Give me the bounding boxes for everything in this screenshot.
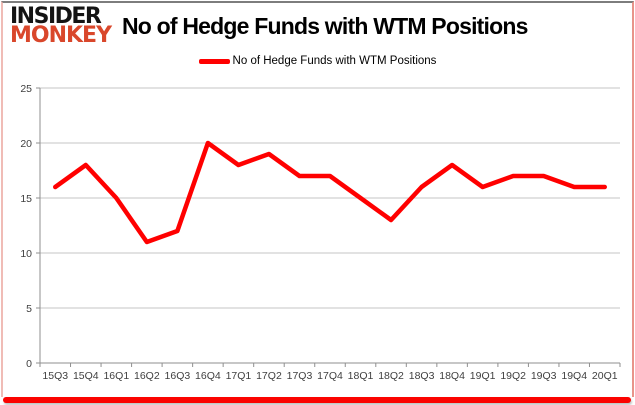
x-tick-label: 17Q2 [256, 370, 282, 382]
x-tick-label: 15Q4 [73, 370, 99, 382]
x-tick-label: 18Q3 [409, 370, 435, 382]
chart-title: No of Hedge Funds with WTM Positions [122, 13, 528, 39]
y-tick-label: 0 [26, 358, 32, 370]
x-tick-label: 18Q1 [348, 370, 374, 382]
x-tick-label: 16Q3 [165, 370, 191, 382]
y-tick-label: 25 [20, 83, 32, 95]
x-tick-label: 16Q2 [134, 370, 160, 382]
x-tick-label: 16Q4 [195, 370, 221, 382]
series-line [53, 140, 607, 245]
legend-line-marker [198, 58, 230, 64]
x-tick-label: 20Q1 [592, 370, 618, 382]
insider-monkey-logo: INSIDER MONKEY [10, 4, 112, 49]
y-tick-label: 15 [20, 193, 32, 205]
y-tick-label: 10 [20, 248, 32, 260]
line-chart: 0 5 10 15 20 25 15Q3 15Q4 16Q1 16Q2 16Q3 16Q4 17Q1 17… [20, 83, 621, 382]
x-tick-label: 17Q1 [226, 370, 252, 382]
x-tick-label: 18Q4 [439, 370, 465, 382]
x-tick-label: 15Q3 [42, 370, 68, 382]
legend-label: No of Hedge Funds with WTM Positions [232, 55, 437, 67]
x-tick-label: 19Q1 [470, 370, 496, 382]
y-tick-label: 20 [20, 138, 32, 150]
x-tick-label: 18Q2 [378, 370, 404, 382]
logo-line2: MONKEY [10, 23, 112, 49]
chart-legend: No of Hedge Funds with WTM Positions [0, 55, 635, 67]
y-tick-label: 5 [26, 303, 32, 315]
x-tick-label: 19Q4 [561, 370, 587, 382]
x-tick-label: 17Q4 [317, 370, 343, 382]
logo-line1: INSIDER [10, 4, 102, 29]
x-tick-label: 16Q1 [103, 370, 129, 382]
x-tick-label: 17Q3 [287, 370, 313, 382]
chart-card [1, 1, 634, 397]
x-tick-label: 19Q2 [500, 370, 526, 382]
bottom-accent-bar [3, 397, 631, 403]
x-tick-label: 19Q3 [531, 370, 557, 382]
